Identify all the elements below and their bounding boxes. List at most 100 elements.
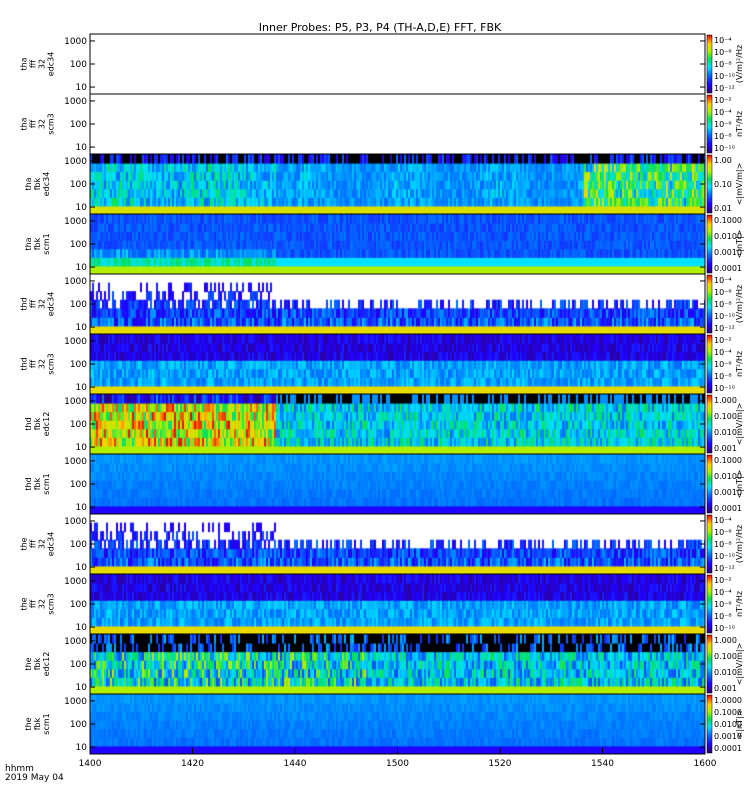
panel-ylabel-line: thd xyxy=(20,297,29,310)
colorbar-unit: (V/m)²/Hz xyxy=(735,285,744,323)
spectrogram-panel: 10 100 1000 thefff32edc34 10⁻⁴ 10⁻⁶ 10⁻⁸ 10⁻¹⁰ 1… xyxy=(20,513,744,575)
y-tick-label: 100 xyxy=(70,660,87,670)
colorbar-tick-label: 10⁻¹² xyxy=(714,564,735,573)
y-tick-label: 10 xyxy=(76,563,88,573)
y-tick-label: 10 xyxy=(76,503,88,513)
panel-ylabel-line: fff xyxy=(29,360,38,369)
y-tick-label: 100 xyxy=(70,600,87,610)
date-label: 2019 May 04 xyxy=(5,773,64,783)
spectrogram-image xyxy=(90,694,705,754)
y-tick-label: 1000 xyxy=(64,637,87,647)
spectrogram-image xyxy=(90,334,705,394)
panel-ylabel-line: edc34 xyxy=(42,172,51,197)
spectrogram-image xyxy=(90,634,705,694)
colorbar-tick-label: 10⁻⁸ xyxy=(714,60,732,69)
colorbar-tick-label: 10⁻¹⁰ xyxy=(714,624,735,633)
y-tick-label: 1000 xyxy=(64,277,87,287)
colorbar-tick-label: 0.001 xyxy=(714,444,737,453)
spectrogram-panel: 10 100 1000 thefff32scm3 10⁻² 10⁻⁴ 10⁻⁶ 10⁻⁸ 10⁻… xyxy=(20,573,744,635)
panel-ylabel: thafbkedc34 xyxy=(24,172,51,197)
panel-ylabel-line: edc34 xyxy=(47,532,56,557)
panel-ylabel-line: fff xyxy=(29,300,38,309)
panel-ylabel-line: edc34 xyxy=(47,52,56,77)
y-tick-label: 100 xyxy=(70,60,87,70)
panel-ylabel-line: tha xyxy=(24,237,33,250)
panel-ylabel: thefff32scm3 xyxy=(20,593,56,614)
panel-ylabel-line: the xyxy=(24,717,33,730)
colorbar-tick-label: 0.0001 xyxy=(714,744,742,753)
time-format-label: hhmm xyxy=(5,764,34,774)
spectrogram-panel: 10 100 1000 thefbkscm1 1.0000 0.1000 0.0100 0.0… xyxy=(24,693,744,755)
panel-ylabel-line: fff xyxy=(29,540,38,549)
colorbar-tick-label: 1.0000 xyxy=(714,696,742,705)
panel-ylabel-line: tha xyxy=(24,177,33,190)
panel-ylabel-line: fbk xyxy=(33,477,42,490)
colorbar-tick-label: 0.10 xyxy=(714,180,732,189)
panel-ylabel-line: 32 xyxy=(38,599,47,609)
panel-ylabel-line: fbk xyxy=(33,237,42,250)
colorbar-tick-label: 0.0010 xyxy=(714,488,742,497)
spectrogram-image xyxy=(90,454,705,514)
colorbar xyxy=(706,154,713,214)
panel-frame xyxy=(89,33,706,95)
y-tick-label: 10 xyxy=(76,683,88,693)
panel-ylabel-line: thd xyxy=(24,417,33,430)
spectrogram-image xyxy=(90,214,705,274)
panel-ylabel-line: fbk xyxy=(33,717,42,730)
colorbar-unit: nT²/Hz xyxy=(735,591,744,617)
panel-ylabel-line: scm3 xyxy=(47,113,56,134)
spectrogram-panel: 10 100 1000 thafbkscm1 0.1000 0.0100 0.0010 0.0… xyxy=(24,213,744,275)
panel-ylabel: thafff32edc34 xyxy=(20,52,56,77)
colorbar-tick-label: 0.0001 xyxy=(714,504,742,513)
colorbar-tick-label: 0.1000 xyxy=(714,216,742,225)
colorbar-tick-label: 10⁻⁸ xyxy=(714,300,732,309)
y-tick-label: 100 xyxy=(70,480,87,490)
panel-ylabel-line: fff xyxy=(29,60,38,69)
colorbar xyxy=(706,694,713,754)
panel-ylabel: thefbkedc12 xyxy=(24,652,51,677)
colorbar-tick-label: 0.0010 xyxy=(714,732,742,741)
colorbar-tick-label: 0.010 xyxy=(714,428,737,437)
colorbar-unit: nT²/Hz xyxy=(735,111,744,137)
colorbar-tick-label: 10⁻¹⁰ xyxy=(714,72,735,81)
spectrogram-panel: 10 100 1000 thafff32scm3 10⁻² 10⁻⁴ 10⁻⁶ 10⁻⁸ 10⁻… xyxy=(20,93,744,155)
colorbar xyxy=(706,274,713,334)
panel-ylabel-line: fbk xyxy=(33,417,42,430)
y-tick-label: 10 xyxy=(76,743,88,753)
spectrogram-panel: 10 100 1000 thdfbkedc12 1.000 0.100 0.010 0.001… xyxy=(24,393,744,455)
panel-ylabel-line: 32 xyxy=(38,359,47,369)
panel-ylabel-line: edc12 xyxy=(42,412,51,437)
colorbar-tick-label: 0.1000 xyxy=(714,708,742,717)
colorbar-tick-label: 10⁻⁸ xyxy=(714,132,732,141)
colorbar-unit: nT²/Hz xyxy=(735,351,744,377)
y-tick-label: 1000 xyxy=(64,457,87,467)
colorbar-tick-label: 1.000 xyxy=(714,396,737,405)
x-tick-label: 1400 xyxy=(79,759,102,769)
colorbar-unit: (V/m)²/Hz xyxy=(735,45,744,83)
colorbar-tick-label: 0.0010 xyxy=(714,248,742,257)
panel-ylabel-line: fbk xyxy=(33,657,42,670)
panel-ylabel-line: tha xyxy=(20,57,29,70)
colorbar xyxy=(706,514,713,574)
y-tick-label: 1000 xyxy=(64,37,87,47)
colorbar-tick-label: 10⁻⁶ xyxy=(714,600,732,609)
spectrogram-panel: 10 100 1000 thafff32edc34 10⁻⁴ 10⁻⁶ 10⁻⁸ 10⁻¹⁰ 1… xyxy=(20,33,744,95)
chart-title: Inner Probes: P5, P3, P4 (TH-A,D,E) FFT,… xyxy=(258,21,502,34)
y-tick-label: 100 xyxy=(70,720,87,730)
colorbar-tick-label: 0.0100 xyxy=(714,232,742,241)
panel-ylabel-line: scm1 xyxy=(42,473,51,494)
y-tick-label: 100 xyxy=(70,300,87,310)
colorbar xyxy=(706,334,713,394)
panel-ylabel-line: scm1 xyxy=(42,713,51,734)
panel-ylabel-line: 32 xyxy=(38,539,47,549)
colorbar-tick-label: 10⁻⁸ xyxy=(714,540,732,549)
colorbar-unit: <|nT|> xyxy=(735,710,744,739)
panel-ylabel-line: 32 xyxy=(38,59,47,69)
panel-ylabel-line: scm1 xyxy=(42,233,51,254)
y-tick-label: 100 xyxy=(70,420,87,430)
y-tick-label: 1000 xyxy=(64,337,87,347)
colorbar-unit: <|mV/m|> xyxy=(735,163,744,206)
spectrogram-panel: 10 100 1000 thafbkedc34 1.00 0.10 0.01<|mV/m|> xyxy=(24,153,744,215)
colorbar-unit: <|mV/m|> xyxy=(735,643,744,686)
